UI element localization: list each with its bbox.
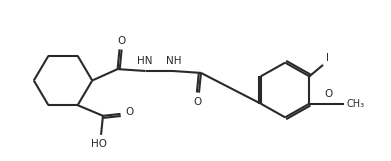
Text: I: I (326, 53, 329, 63)
Text: HO: HO (91, 139, 107, 149)
Text: NH: NH (166, 56, 181, 66)
Text: HN: HN (137, 56, 152, 66)
Text: O: O (325, 89, 333, 99)
Text: O: O (125, 107, 133, 117)
Text: O: O (193, 97, 201, 107)
Text: CH₃: CH₃ (347, 99, 365, 109)
Text: O: O (117, 36, 126, 46)
